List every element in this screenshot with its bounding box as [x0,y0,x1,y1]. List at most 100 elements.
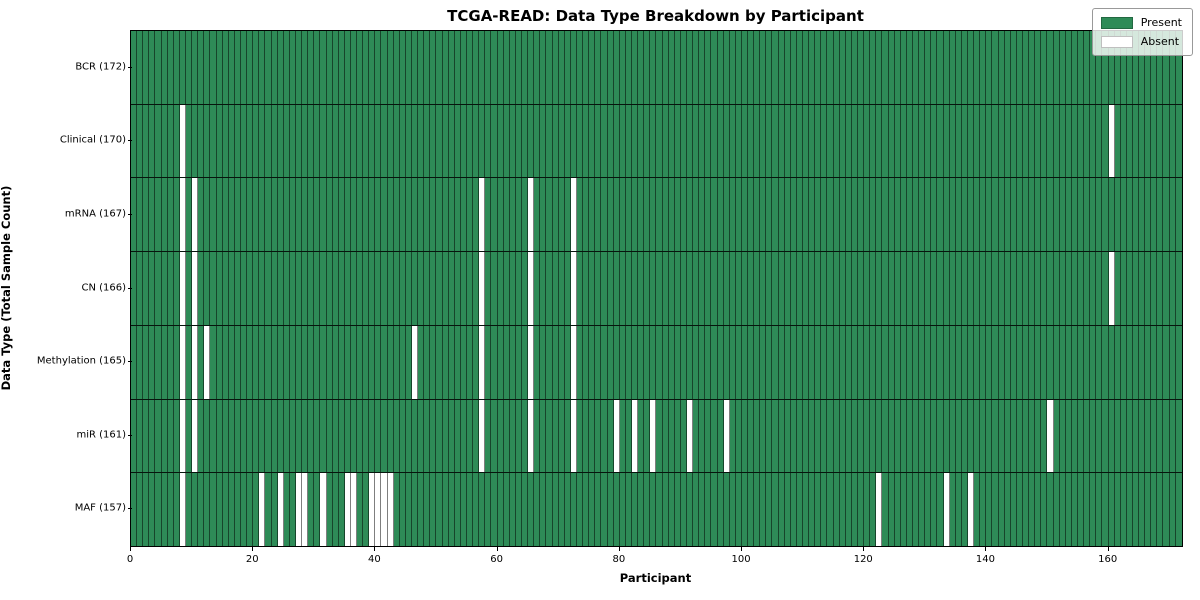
heatmap-row-clinical [131,104,1182,179]
heatmap-cell [210,31,217,104]
heatmap-cell [852,31,859,104]
heatmap-cell [1023,473,1030,547]
heatmap-cell [724,252,730,325]
heatmap-cell [272,325,278,399]
heatmap-cell [540,31,547,104]
heatmap-cell [473,104,480,178]
heatmap-cell [1017,473,1023,547]
heatmap-cell [455,399,461,473]
heatmap-cell [491,178,498,252]
heatmap-cell [742,104,749,178]
heatmap-cell [424,104,431,178]
heatmap-cell [626,178,632,252]
heatmap-cell [381,104,388,178]
heatmap-cell [357,252,364,325]
heatmap-cell [595,104,602,178]
heatmap-cell [1047,399,1054,473]
heatmap-cell [748,31,755,104]
heatmap-cell [559,473,565,547]
heatmap-cell [968,178,975,252]
heatmap-cell [1151,325,1158,399]
heatmap-cell [840,252,846,325]
heatmap-cell [956,473,962,547]
heatmap-cell [333,178,339,252]
heatmap-cell [467,104,474,178]
heatmap-cell [223,399,229,473]
heatmap-cell [418,178,425,252]
heatmap-cell [962,104,968,178]
heatmap-cell [583,31,590,104]
heatmap-cell [473,252,480,325]
heatmap-cell [540,178,547,252]
heatmap-cell [235,325,241,399]
heatmap-cell [1029,104,1036,178]
heatmap-cell [852,104,859,178]
heatmap-cell [907,178,913,252]
heatmap-cell [381,31,388,104]
heatmap-cell [608,178,614,252]
heatmap-cell [656,178,663,252]
heatmap-cell [357,178,364,252]
heatmap-cell [1151,31,1158,104]
heatmap-cell [369,104,376,178]
heatmap-cell [730,252,736,325]
heatmap-cell [394,473,400,547]
heatmap-cell [1084,31,1091,104]
heatmap-cell [443,399,449,473]
heatmap-cell [570,399,577,473]
heatmap-cell [840,325,846,399]
heatmap-cell [400,325,406,399]
heatmap-cell [1133,473,1140,547]
heatmap-cell [1096,399,1103,473]
heatmap-cell [1029,473,1036,547]
heatmap-cell [504,325,510,399]
heatmap-cell [882,31,889,104]
heatmap-cell [186,252,193,325]
heatmap-cell [229,399,235,473]
heatmap-cell [534,473,541,547]
y-tick-mark [128,213,132,215]
heatmap-cell [1078,104,1085,178]
heatmap-cell [693,178,700,252]
heatmap-cell [742,325,749,399]
heatmap-cell [424,325,431,399]
heatmap-cell [931,252,938,325]
heatmap-cell [1157,473,1164,547]
heatmap-cell [1060,252,1066,325]
heatmap-cell [308,252,315,325]
heatmap-cell [333,325,339,399]
heatmap-cell [846,399,852,473]
heatmap-cell [711,473,718,547]
heatmap-cell [345,31,351,104]
heatmap-cell [638,252,645,325]
heatmap-cell [290,104,296,178]
heatmap-cell [473,178,480,252]
heatmap-cell [210,399,217,473]
heatmap-cell [314,325,321,399]
heatmap-cell [834,473,840,547]
heatmap-cell [772,178,779,252]
heatmap-cell [1108,104,1115,178]
heatmap-cell [925,104,932,178]
heatmap-cell [546,252,553,325]
heatmap-cell [797,252,804,325]
heatmap-cell [882,104,889,178]
heatmap-cell [760,473,767,547]
heatmap-cell [766,104,773,178]
y-tick-mark [128,434,132,436]
heatmap-cell [308,399,315,473]
heatmap-row-maf [131,473,1182,547]
heatmap-cell [889,178,895,252]
heatmap-cell [1047,252,1054,325]
heatmap-cell [742,473,749,547]
heatmap-cell [650,399,657,473]
heatmap-cell [907,252,913,325]
heatmap-cell [546,325,553,399]
heatmap-cell [913,473,920,547]
heatmap-cell [174,31,180,104]
heatmap-cell [553,325,559,399]
heatmap-cell [943,473,950,547]
heatmap-cell [809,104,816,178]
heatmap-cell [589,399,596,473]
